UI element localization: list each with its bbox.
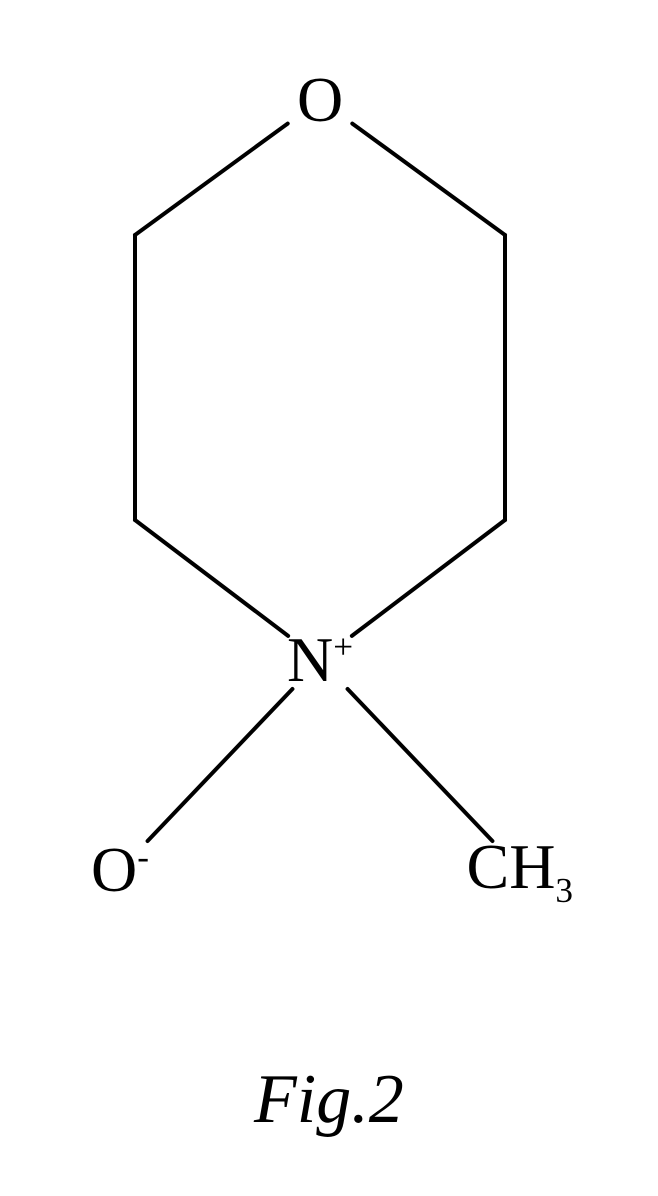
bond [148,689,293,841]
atom-label-CH3: CH3 [467,830,574,911]
atom-label-O-minus: O- [91,833,149,907]
atom-symbol: O [91,834,137,905]
atom-label-N: N+ [287,623,353,697]
figure-caption: Fig.2 [254,1060,404,1140]
atom-symbol: CH [467,831,556,902]
atom-label-O-top: O [297,63,343,137]
atom-symbol: O [297,64,343,135]
figure-canvas: O N+ O- CH3 Fig.2 [0,0,658,1196]
bond [348,689,493,841]
bond [135,124,288,235]
atom-subscript: 3 [555,870,573,909]
atom-charge: + [333,628,353,667]
atom-charge: - [137,838,149,877]
bond [135,520,288,636]
bond [352,520,505,636]
bonds-layer [0,0,658,1196]
bond [352,124,505,235]
atom-symbol: N [287,624,333,695]
